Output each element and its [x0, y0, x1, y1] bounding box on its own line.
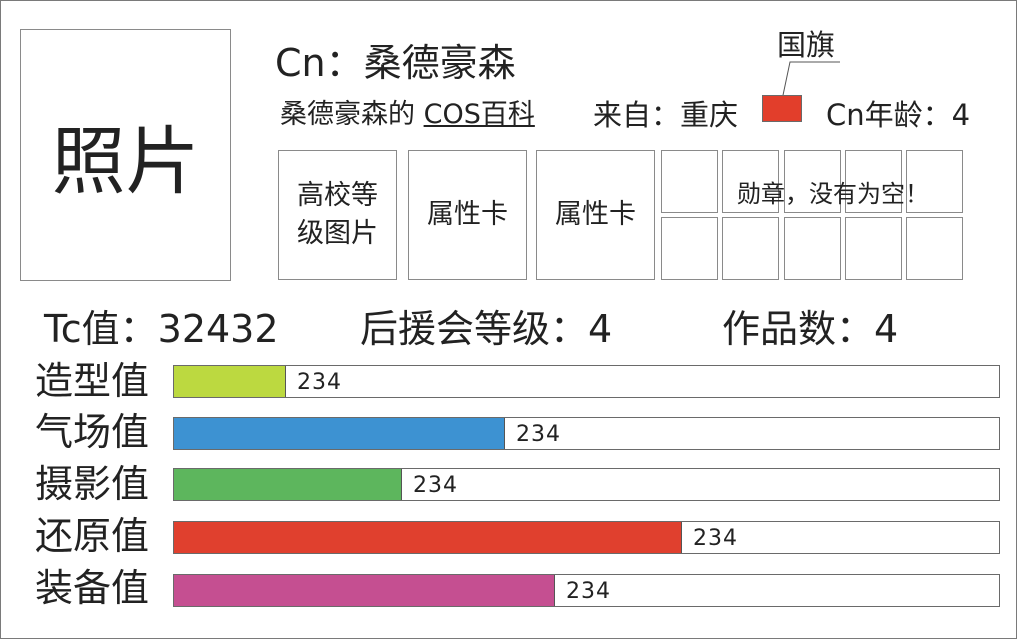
bar-value-photography: 234	[413, 473, 458, 498]
works-count-label: 作品数：	[722, 307, 875, 351]
school-card-line-2: 级图片	[297, 218, 378, 249]
attribute-card-1-label: 属性卡	[427, 199, 508, 230]
medal-slot[interactable]	[722, 150, 779, 213]
tc-label: Tc值：	[44, 307, 158, 351]
medal-slot[interactable]	[722, 217, 779, 280]
cn-label: Cn：	[275, 41, 364, 85]
medal-slot[interactable]	[906, 150, 963, 213]
bar-label-styling: 造型值	[35, 359, 150, 403]
bar-value-styling: 234	[297, 370, 342, 395]
bar-track-styling: 234	[173, 365, 1000, 398]
attribute-card-1[interactable]: 属性卡	[408, 150, 527, 280]
origin-value: 重庆	[680, 98, 739, 132]
photo-label: 照片	[51, 118, 200, 205]
baike-prefix: 桑德豪森的	[280, 99, 415, 130]
bar-track-aura: 234	[173, 417, 1000, 450]
cn-name-line: Cn：桑德豪森	[275, 32, 516, 87]
medal-note: 勋章，没有为空！	[737, 180, 929, 208]
attribute-card-2[interactable]: 属性卡	[536, 150, 655, 280]
medal-slot[interactable]	[784, 217, 841, 280]
medal-slot[interactable]	[845, 150, 902, 213]
flag-swatch[interactable]	[762, 95, 802, 122]
works-count-value: 4	[874, 307, 899, 351]
bar-value-aura: 234	[516, 422, 561, 447]
medal-slot[interactable]	[845, 217, 902, 280]
bar-value-equipment: 234	[566, 579, 611, 604]
support-level-label: 后援会等级：	[360, 307, 589, 351]
tc-value: 32432	[157, 307, 279, 351]
bar-value-restoration: 234	[693, 526, 738, 551]
baike-link[interactable]: COS百科	[423, 99, 535, 130]
attribute-card-2-label: 属性卡	[555, 199, 636, 230]
school-card-line-1: 高校等	[297, 180, 378, 211]
bar-fill-equipment	[174, 575, 555, 606]
age-label: Cn年龄：	[826, 98, 952, 132]
age-value: 4	[951, 98, 971, 132]
bar-fill-aura	[174, 418, 505, 449]
works-count-stat: 作品数：4	[722, 298, 898, 353]
bar-label-equipment: 装备值	[35, 566, 150, 610]
support-level-value: 4	[588, 307, 613, 351]
medal-slot[interactable]	[906, 217, 963, 280]
origin-line: 来自：重庆	[593, 92, 738, 134]
bar-track-equipment: 234	[173, 574, 1000, 607]
bar-fill-restoration	[174, 522, 682, 553]
support-level-stat: 后援会等级：4	[360, 298, 612, 353]
cn-name: 桑德豪森	[363, 41, 516, 85]
bar-fill-styling	[174, 366, 286, 397]
school-card-text: 高校等 级图片	[297, 177, 378, 253]
bar-label-aura: 气场值	[35, 410, 150, 454]
age-line: Cn年龄：4	[826, 92, 970, 134]
bar-track-photography: 234	[173, 468, 1000, 501]
tc-stat: Tc值：32432	[44, 298, 279, 353]
medal-slot[interactable]	[784, 150, 841, 213]
bar-fill-photography	[174, 469, 402, 500]
bar-label-restoration: 还原值	[35, 514, 150, 558]
bar-track-restoration: 234	[173, 521, 1000, 554]
bar-label-photography: 摄影值	[35, 462, 150, 506]
baike-line: 桑德豪森的 COS百科	[280, 92, 535, 131]
medal-slot[interactable]	[661, 150, 718, 213]
flag-leader-line	[781, 61, 840, 101]
school-level-image-card[interactable]: 高校等 级图片	[278, 150, 397, 280]
photo-placeholder[interactable]: 照片	[20, 29, 231, 281]
medal-slot[interactable]	[661, 217, 718, 280]
origin-label: 来自：	[593, 98, 681, 132]
flag-label: 国旗	[777, 28, 836, 62]
